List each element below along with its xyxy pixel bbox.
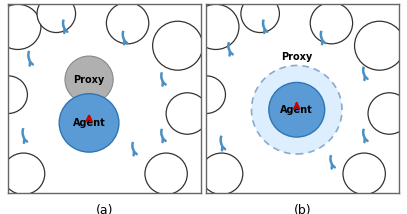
Circle shape — [2, 153, 45, 195]
Circle shape — [153, 21, 203, 70]
Text: Agent: Agent — [280, 105, 313, 115]
Circle shape — [269, 82, 325, 137]
Circle shape — [166, 93, 208, 134]
Text: Proxy: Proxy — [73, 75, 105, 85]
Circle shape — [0, 76, 27, 113]
Text: Agent: Agent — [73, 118, 105, 128]
Circle shape — [65, 56, 113, 103]
Circle shape — [187, 76, 225, 113]
Circle shape — [37, 0, 76, 33]
Circle shape — [193, 4, 239, 49]
Circle shape — [354, 21, 405, 70]
Text: (a): (a) — [96, 204, 113, 214]
Text: (b): (b) — [294, 204, 311, 214]
Circle shape — [343, 153, 385, 195]
Circle shape — [368, 93, 407, 134]
Circle shape — [106, 2, 149, 44]
Text: Proxy: Proxy — [281, 52, 313, 62]
Circle shape — [145, 153, 187, 195]
Circle shape — [0, 4, 41, 49]
Circle shape — [200, 153, 243, 195]
Circle shape — [241, 0, 280, 33]
Circle shape — [310, 2, 352, 44]
Circle shape — [252, 65, 342, 154]
Circle shape — [59, 94, 119, 152]
